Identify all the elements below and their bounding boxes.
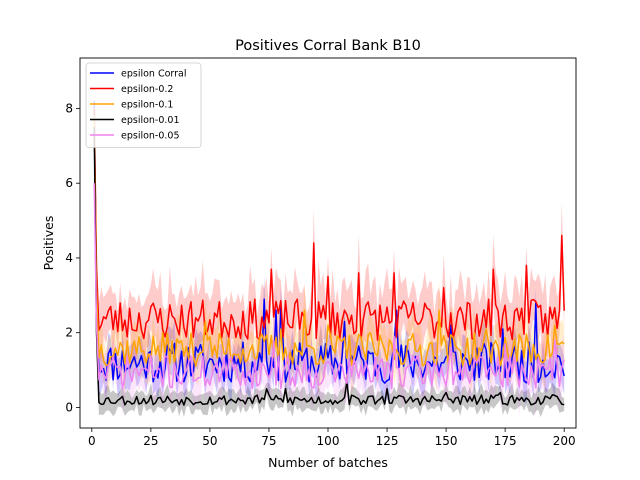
legend-label: epsilon-0.2 (121, 84, 173, 95)
y-tick-label: 2 (65, 326, 73, 340)
chart-title: Positives Corral Bank B10 (235, 38, 421, 54)
legend-label: epsilon-0.01 (121, 115, 180, 126)
x-tick-label: 25 (143, 434, 158, 448)
legend: epsilon Corral epsilon-0.2 epsilon-0.1 epsi… (85, 62, 202, 148)
x-tick-label: 125 (376, 434, 399, 448)
legend-label: epsilon-0.05 (121, 131, 180, 142)
series-lines (93, 100, 565, 406)
confidence-band-1 (94, 85, 565, 380)
x-tick-label: 75 (261, 434, 276, 448)
y-axis: 0 2 4 6 8 (65, 101, 80, 414)
legend-label: epsilon-0.1 (121, 100, 173, 111)
y-tick-label: 6 (65, 176, 73, 190)
y-tick-label: 4 (65, 251, 73, 265)
series-line-1 (93, 108, 565, 341)
y-axis-label: Positives (41, 216, 56, 271)
x-tick-label: 175 (494, 434, 517, 448)
legend-box (85, 62, 202, 148)
x-tick-label: 100 (317, 434, 340, 448)
x-tick-label: 50 (202, 434, 217, 448)
legend-label: epsilon Corral (121, 69, 187, 80)
series-line-4 (93, 183, 565, 390)
x-tick-label: 200 (553, 434, 576, 448)
x-axis: 0 25 50 75 100 125 150 175 200 (88, 428, 576, 448)
y-tick-label: 8 (65, 101, 73, 115)
y-tick-label: 0 (65, 400, 73, 414)
x-tick-label: 150 (435, 434, 458, 448)
series-line-2 (93, 115, 565, 368)
confidence-band-4 (94, 158, 565, 417)
x-axis-label: Number of batches (268, 455, 388, 470)
x-tick-label: 0 (88, 434, 96, 448)
series-line-3 (93, 127, 565, 406)
